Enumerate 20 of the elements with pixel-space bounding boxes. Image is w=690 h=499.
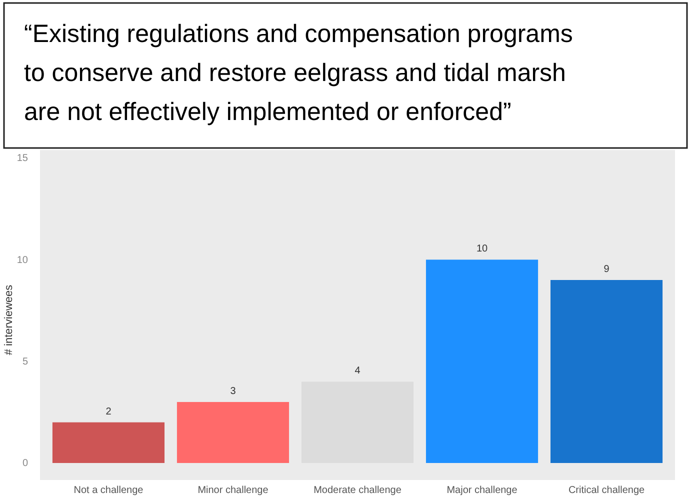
x-tick-label: Moderate challenge xyxy=(314,485,402,496)
data-label: 3 xyxy=(230,386,236,397)
data-label: 2 xyxy=(106,406,112,418)
data-label: 10 xyxy=(476,244,488,255)
x-tick-label: Not a challenge xyxy=(74,485,144,496)
x-tick-label: Critical challenge xyxy=(568,485,646,496)
data-label: 4 xyxy=(354,366,361,377)
y-tick-label: 0 xyxy=(22,458,28,470)
bar xyxy=(176,402,290,463)
x-tick-label: Major challenge xyxy=(446,485,518,496)
y-axis-title: # interviewees xyxy=(3,284,15,356)
y-tick-label: 5 xyxy=(22,356,28,368)
x-tick-label: Minor challenge xyxy=(198,485,269,496)
chart-title: “Existing regulations and compensation programs to conserve and restore eelgrass and tidal marsh are not effectively implemented or enforced” xyxy=(24,20,573,126)
bar xyxy=(52,422,165,463)
y-tick-label: 10 xyxy=(16,254,28,266)
y-tick-label: 15 xyxy=(16,153,28,164)
data-label: 9 xyxy=(604,264,610,275)
bar xyxy=(550,280,663,463)
bar xyxy=(426,260,538,463)
